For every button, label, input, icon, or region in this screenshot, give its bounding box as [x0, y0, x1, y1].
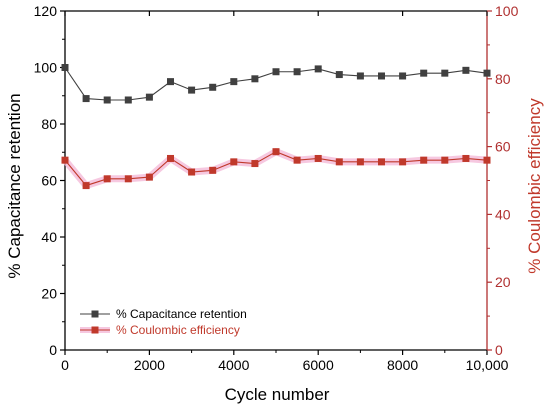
data-point — [335, 71, 343, 79]
data-point — [356, 158, 364, 166]
data-point — [124, 175, 132, 183]
y-right-tick-label: 100 — [495, 3, 519, 19]
data-point — [251, 75, 259, 83]
data-point — [462, 66, 470, 74]
data-point — [335, 158, 343, 166]
y-left-tick-label: 60 — [41, 173, 57, 189]
series-1 — [61, 64, 491, 104]
data-point — [272, 148, 280, 156]
data-point — [61, 156, 69, 164]
y-right-tick-label: 0 — [495, 342, 503, 358]
x-tick-label: 2000 — [134, 357, 165, 373]
legend-item-1: % Capacitance retention — [80, 307, 247, 321]
data-point — [441, 69, 449, 77]
data-point — [188, 168, 196, 176]
legend-label: % Capacitance retention — [116, 307, 247, 321]
y-left-tick-label: 80 — [41, 116, 57, 132]
y-left-tick-label: 120 — [34, 3, 58, 19]
data-point — [293, 68, 301, 76]
data-point — [188, 86, 196, 94]
data-point — [272, 68, 280, 76]
data-point — [82, 182, 90, 190]
data-point — [293, 156, 301, 164]
legend-label: % Coulombic efficiency — [116, 323, 240, 337]
data-point — [483, 69, 491, 77]
data-point — [145, 93, 153, 101]
data-point — [209, 83, 217, 91]
data-point — [420, 156, 428, 164]
legend: % Capacitance retention % Coulombic effic… — [80, 307, 247, 337]
data-point — [103, 175, 111, 183]
data-point — [251, 160, 259, 168]
data-point — [378, 158, 385, 166]
data-point — [82, 95, 90, 103]
y-right-tick-label: 60 — [495, 139, 511, 155]
data-point — [378, 72, 385, 80]
x-tick-label: 6000 — [303, 357, 334, 373]
y-right-tick-label: 20 — [495, 274, 511, 290]
data-point — [103, 96, 111, 104]
y-axis-label-right: % Coulombic efficiency — [525, 98, 544, 274]
y-left-tick-label: 0 — [49, 342, 57, 358]
data-point — [167, 78, 174, 86]
data-point — [230, 78, 238, 86]
y-right-tick-label: 80 — [495, 71, 511, 87]
data-point — [230, 158, 238, 166]
data-point — [356, 72, 364, 80]
x-tick-label: 0 — [61, 357, 69, 373]
data-point — [61, 64, 69, 71]
data-point — [483, 156, 491, 164]
axes: 0 2000 4000 6000 8000 10,00002040608010012002… — [34, 3, 519, 373]
x-tick-label: 8000 — [387, 357, 418, 373]
x-tick-label: 4000 — [218, 357, 249, 373]
data-point — [399, 158, 407, 166]
data-point — [399, 72, 407, 80]
y-right-tick-label: 40 — [495, 206, 511, 222]
legend-item-2: % Coulombic efficiency — [80, 323, 240, 337]
data-point — [124, 96, 132, 104]
data-point — [145, 173, 153, 181]
y-axis-label-left: % Capacitance retention — [5, 93, 24, 278]
legend-marker — [91, 326, 99, 334]
data-point — [420, 69, 428, 77]
x-axis-label: Cycle number — [225, 385, 330, 404]
data-point — [462, 154, 470, 162]
data-point — [441, 156, 449, 164]
x-tick-label: 10,000 — [466, 357, 509, 373]
data-point — [314, 154, 322, 162]
y-left-tick-label: 40 — [41, 229, 57, 245]
legend-marker — [91, 310, 99, 318]
y-left-tick-label: 100 — [34, 60, 58, 76]
series-layer — [61, 64, 491, 190]
y-left-tick-label: 20 — [41, 286, 57, 302]
data-point — [167, 154, 174, 162]
data-point — [209, 166, 217, 174]
data-point — [314, 65, 322, 73]
series-2 — [61, 148, 491, 190]
